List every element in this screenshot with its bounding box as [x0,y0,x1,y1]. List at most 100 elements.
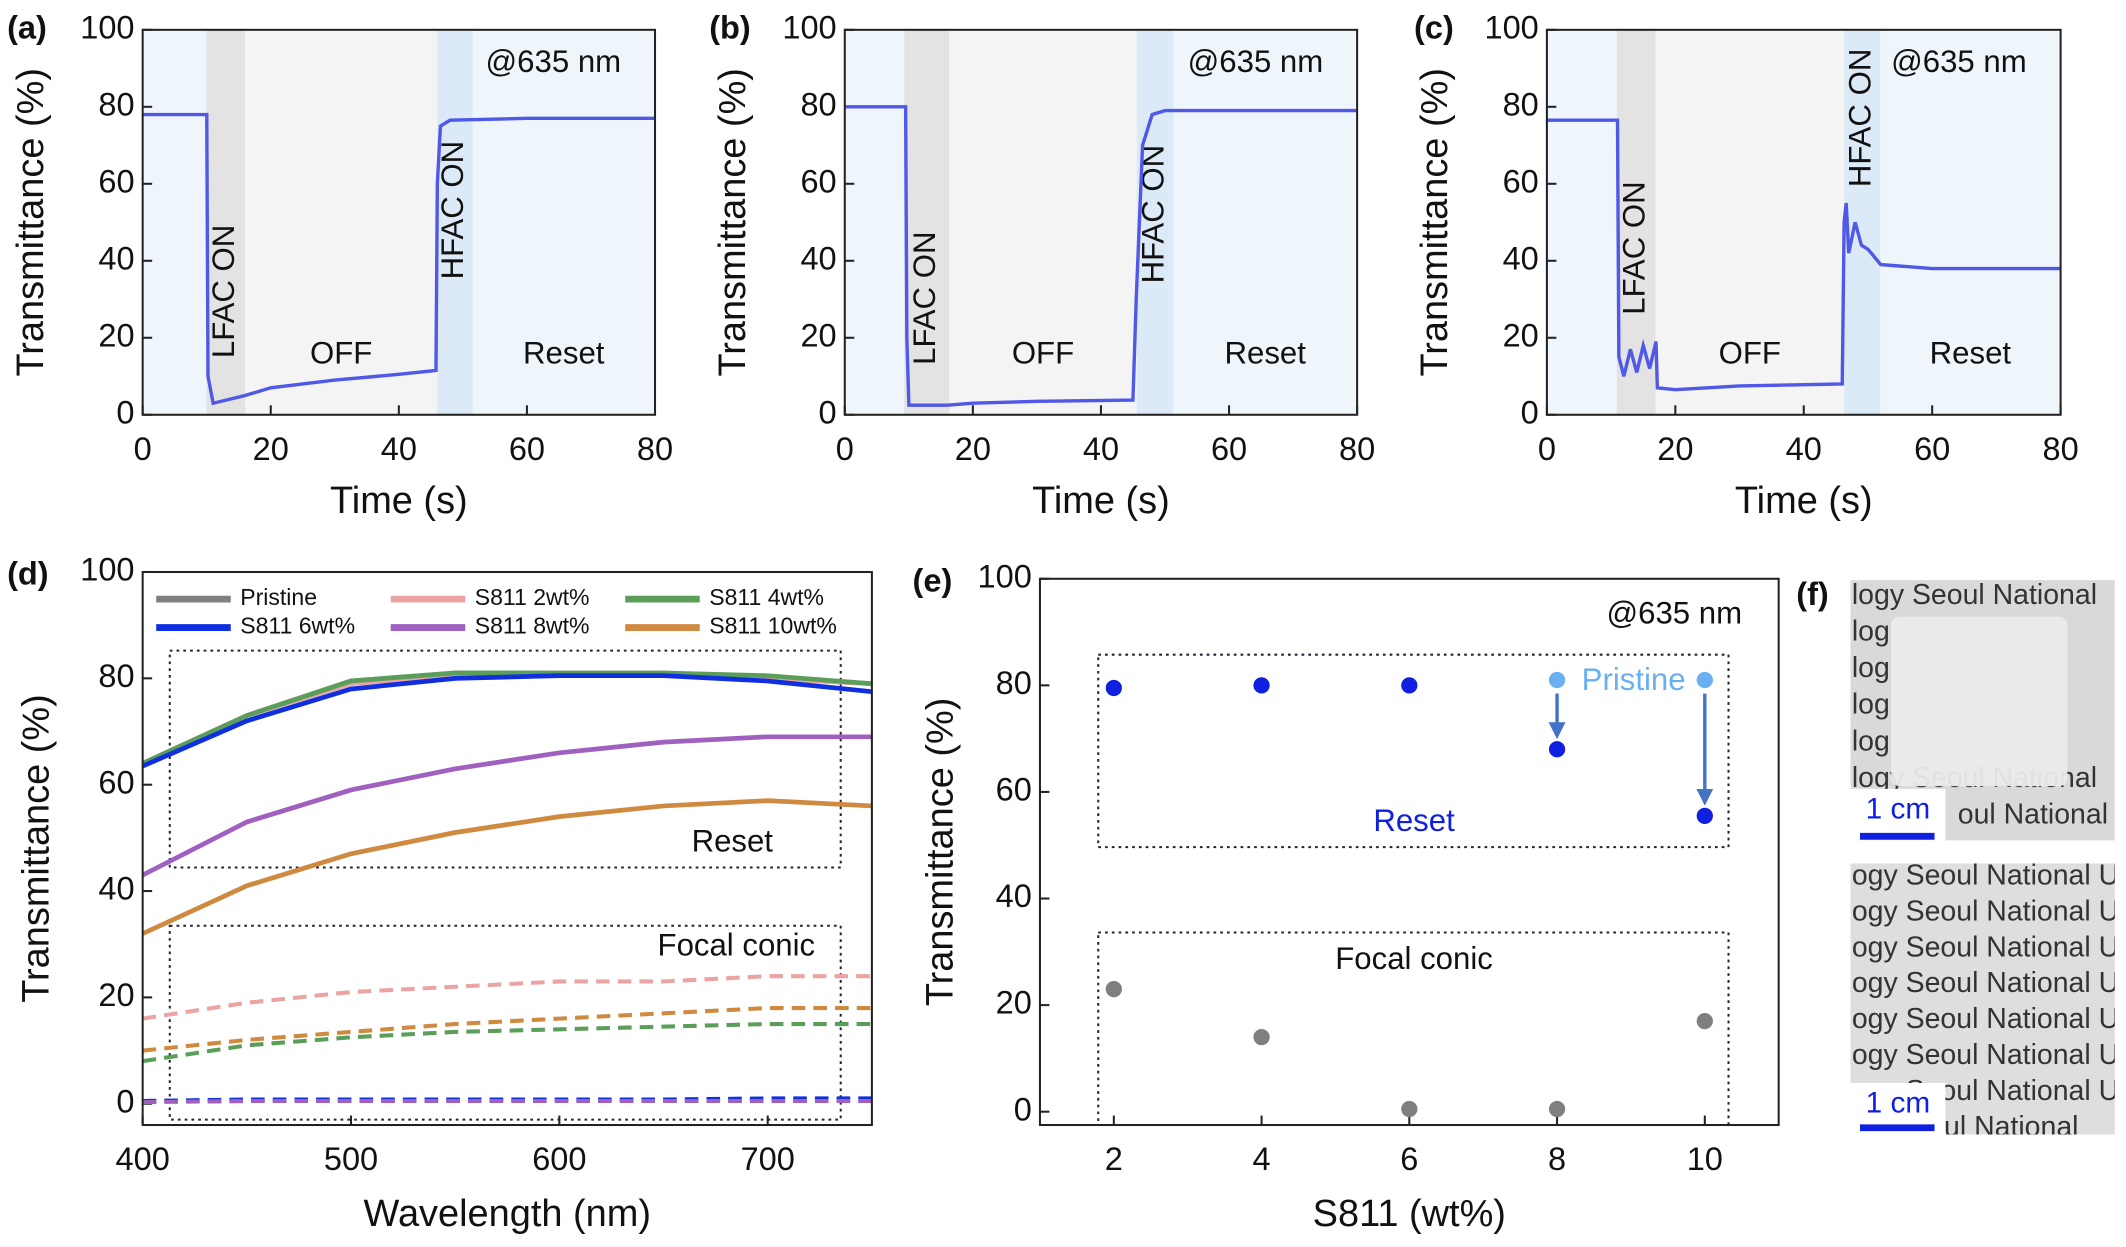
x-tick-label: 600 [532,1141,586,1177]
y-tick-label: 60 [800,163,836,199]
x-tick-label: 2 [1105,1141,1123,1177]
focal-box [1097,931,1730,1127]
point [1105,980,1122,998]
photo-text: ogy Seoul National Un [1852,1003,2126,1035]
line [844,105,1358,407]
panel-label: (c) [1414,9,1454,45]
point [1548,671,1566,689]
photo-text: ul National [1944,1111,2078,1143]
annotation: @635 nm [486,44,622,79]
y-tick-label: 60 [98,163,134,199]
annotation: OFF [1719,335,1781,370]
x-tick-label: 500 [324,1141,378,1177]
plot-frame [1545,28,2062,416]
y-tick-label: 100 [80,552,134,588]
scale-bar-label: 1 cm [1866,792,1931,825]
annotation: OFF [1012,335,1074,370]
photo-text: log [1852,616,1890,648]
point [1548,1100,1566,1118]
point [1696,1012,1713,1030]
x-tick-label: 60 [1211,431,1247,467]
x-tick-label: 20 [253,431,289,467]
y-tick-label: 60 [996,772,1032,808]
reset-box [168,649,842,869]
y-tick-label: 80 [1503,86,1539,122]
annotation: @635 nm [1607,596,1743,631]
y-tick-label: 100 [80,9,134,45]
photo-text: ogy Seoul National Un [1852,895,2126,927]
y-tick-label: 80 [98,658,134,694]
photo-text: ogy Seoul National Un [1852,1039,2126,1071]
point [1548,741,1566,758]
legend-label: Pristine [240,584,317,610]
shaded-region [1136,29,1174,415]
x-tick-label: 20 [1657,431,1693,467]
y-tick-label: 20 [800,317,836,353]
y-tick-label: 0 [819,394,837,430]
shaded-region [1844,29,1881,415]
shaded-region [904,29,950,415]
plot-frame [141,570,873,1127]
x-axis-label: Time (s) [1032,480,1170,522]
y-tick-label: 20 [1503,317,1539,353]
y-axis-label: Transmittance (%) [15,694,57,1002]
x-tick-label: 6 [1400,1141,1418,1177]
y-tick-label: 40 [1503,240,1539,276]
scale-bar-background [1850,788,1946,841]
off-region [949,29,1137,415]
panel-label: (b) [709,9,751,45]
x-axis-label: Time (s) [330,480,468,522]
y-tick-label: 0 [116,1083,134,1119]
series-label: Reset [1373,803,1455,838]
legend-label: S811 2wt% [475,584,590,610]
line [142,112,656,406]
reset-box [1097,653,1730,849]
x-tick-label: 10 [1687,1141,1723,1177]
point [1253,677,1270,694]
panel-label: (e) [913,562,953,598]
y-tick-label: 80 [800,86,836,122]
annotation: Reset [523,335,605,370]
line [141,670,873,766]
y-axis-label: Transmittance (%) [10,68,52,376]
photo-text: ogy Seoul National Un [1852,931,2126,963]
x-tick-label: 60 [1914,431,1950,467]
x-tick-label: 40 [1083,431,1119,467]
annotation: @635 nm [1891,44,2027,79]
x-tick-label: 400 [116,1141,170,1177]
panel-label: (d) [7,556,49,592]
y-tick-label: 40 [98,871,134,907]
legend-label: S811 4wt% [709,584,824,610]
series-label: Pristine [1582,662,1686,697]
photo-text: ogy Seoul National Un [1852,859,2126,891]
off-region [1655,29,1845,415]
y-tick-label: 0 [116,394,134,430]
shaded-region [437,29,473,415]
region-label: HFAC ON [435,141,470,279]
y-tick-label: 0 [1014,1091,1032,1127]
y-tick-label: 0 [1521,394,1539,430]
annotation: Reset [1930,335,2012,370]
y-tick-label: 40 [98,240,134,276]
off-region [245,29,438,415]
region-label: LFAC ON [907,232,942,365]
scale-bar-label: 1 cm [1866,1087,1931,1120]
y-tick-label: 100 [1484,9,1538,45]
y-tick-label: 20 [996,985,1032,1021]
plot-frame [843,28,1359,416]
x-tick-label: 700 [741,1141,795,1177]
point [1105,679,1122,697]
x-tick-label: 0 [134,431,152,467]
annotation: Reset [692,823,774,858]
x-tick-label: 80 [2043,431,2079,467]
point [1401,1100,1418,1118]
photo-text: log [1852,725,1890,757]
y-tick-label: 20 [98,317,134,353]
x-tick-label: 0 [836,431,854,467]
y-tick-label: 40 [996,878,1032,914]
point [1696,807,1713,825]
line [1546,118,2061,392]
y-tick-label: 80 [996,665,1032,701]
focal-conic-line [142,1006,872,1053]
